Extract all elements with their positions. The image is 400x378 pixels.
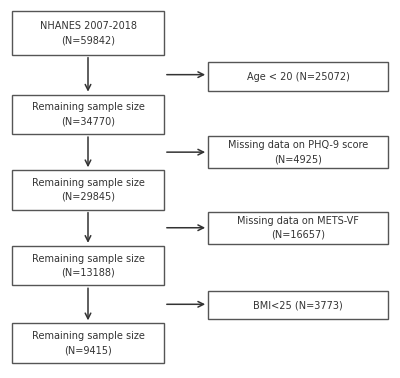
Text: NHANES 2007-2018
(N=59842): NHANES 2007-2018 (N=59842)	[40, 21, 136, 45]
Text: Missing data on PHQ-9 score
(N=4925): Missing data on PHQ-9 score (N=4925)	[228, 140, 368, 164]
Text: Remaining sample size
(N=29845): Remaining sample size (N=29845)	[32, 178, 144, 202]
FancyBboxPatch shape	[208, 62, 388, 91]
FancyBboxPatch shape	[208, 136, 388, 168]
Text: Remaining sample size
(N=13188): Remaining sample size (N=13188)	[32, 254, 144, 277]
FancyBboxPatch shape	[12, 170, 164, 210]
FancyBboxPatch shape	[12, 11, 164, 55]
FancyBboxPatch shape	[208, 291, 388, 319]
Text: Age < 20 (N=25072): Age < 20 (N=25072)	[246, 71, 350, 82]
FancyBboxPatch shape	[208, 212, 388, 244]
FancyBboxPatch shape	[12, 323, 164, 363]
Text: Missing data on METS-VF
(N=16657): Missing data on METS-VF (N=16657)	[237, 216, 359, 240]
Text: Remaining sample size
(N=34770): Remaining sample size (N=34770)	[32, 102, 144, 126]
Text: BMI<25 (N=3773): BMI<25 (N=3773)	[253, 300, 343, 310]
Text: Remaining sample size
(N=9415): Remaining sample size (N=9415)	[32, 331, 144, 355]
FancyBboxPatch shape	[12, 94, 164, 134]
FancyBboxPatch shape	[12, 246, 164, 285]
